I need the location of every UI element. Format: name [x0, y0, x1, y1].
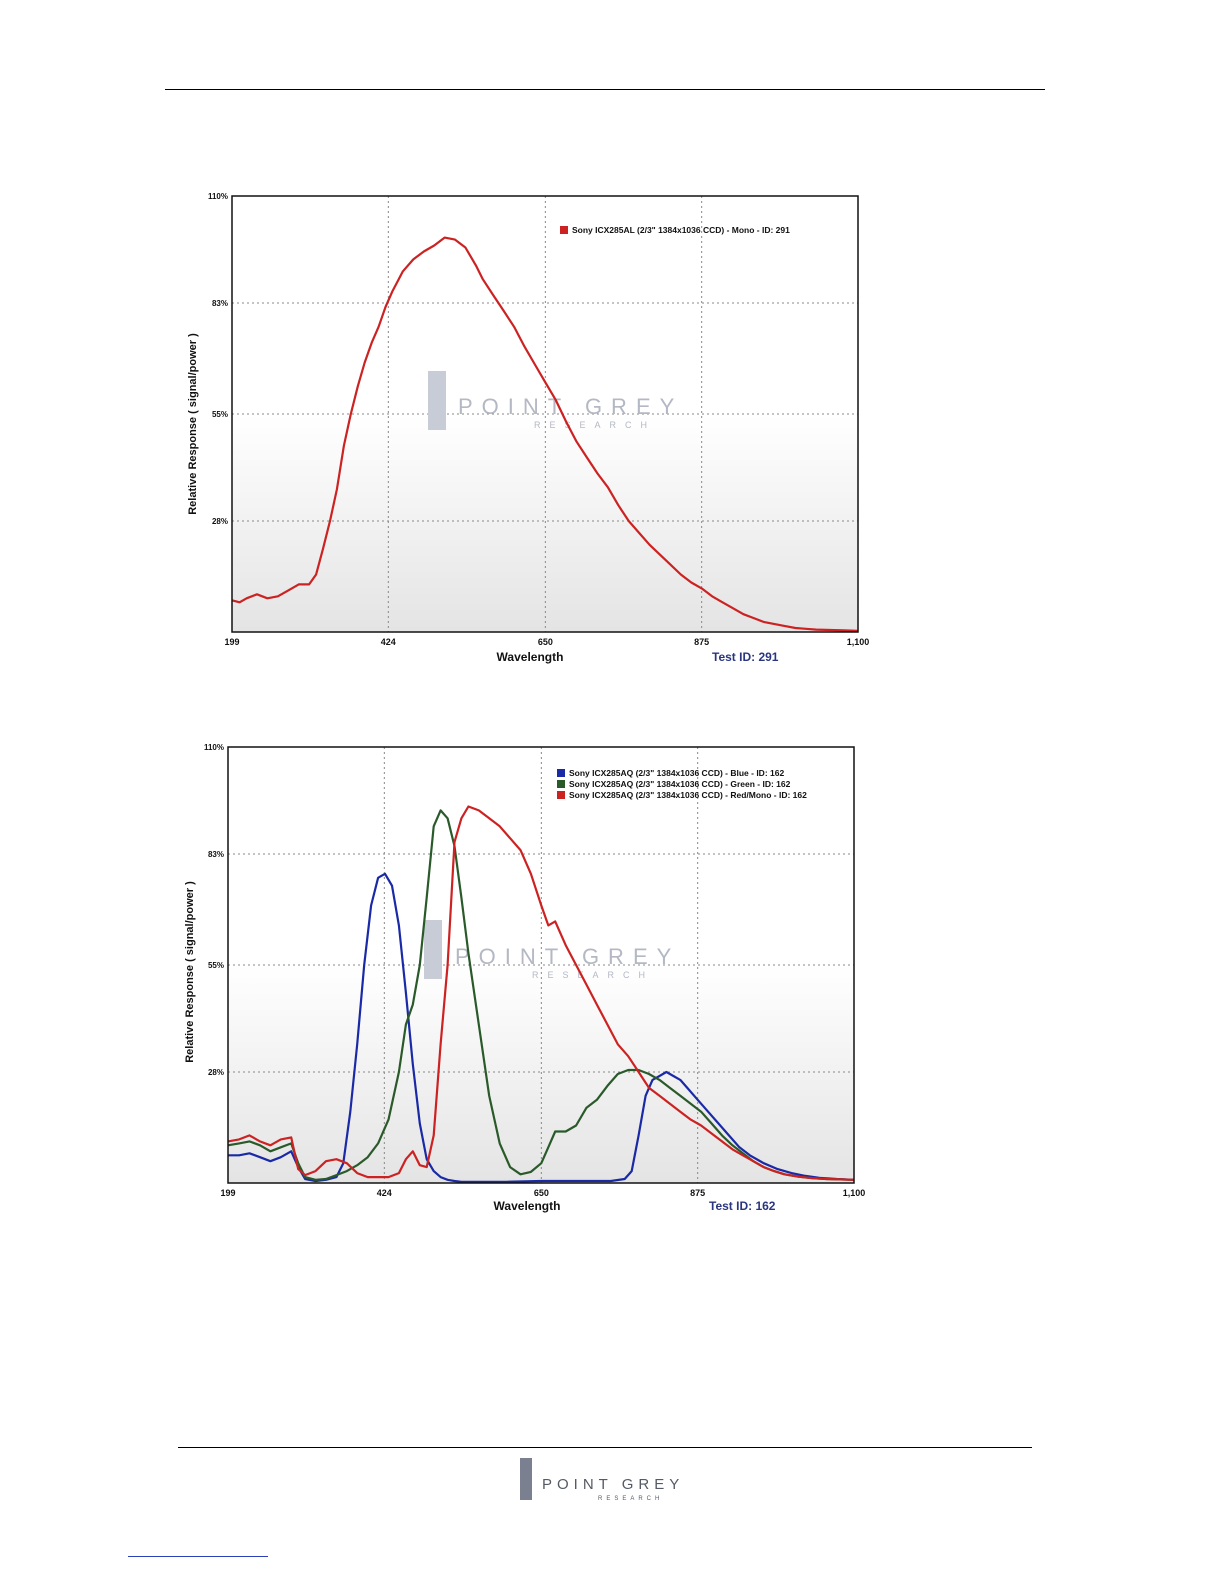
y-tick-label: 83% — [212, 299, 228, 308]
grid — [228, 747, 854, 1183]
y-axis-label: Relative Response ( signal/power ) — [184, 881, 196, 1063]
watermark: POINT GREY RESEARCH — [424, 920, 680, 980]
series-line-0 — [231, 236, 859, 632]
series-line-2 — [227, 805, 855, 1181]
x-axis-label: Wavelength — [494, 1199, 561, 1213]
x-axis-label: Wavelength — [497, 650, 564, 664]
legend-entry: Sony ICX285AQ (2/3" 1384x1036 CCD) - Red… — [569, 790, 807, 800]
y-axis-label: Relative Response ( signal/power ) — [187, 333, 199, 515]
x-tick-label: 650 — [534, 1188, 549, 1198]
x-tick-label: 199 — [220, 1188, 235, 1198]
legend-swatch — [557, 769, 565, 777]
plot-border — [227, 746, 855, 1184]
legend-swatch — [557, 780, 565, 788]
legend-swatch — [557, 791, 565, 799]
footer-link-underline[interactable] — [128, 1556, 268, 1557]
watermark-word1: POINT GREY — [455, 944, 680, 969]
chart-1: POINT GREY RESEARCH 28% 55% 83% 110% 199 424… — [187, 192, 870, 664]
footer-logo-word2: RESEARCH — [598, 1496, 663, 1502]
y-tick-label: 83% — [208, 850, 224, 859]
legend-entry: Sony ICX285AQ (2/3" 1384x1036 CCD) - Blu… — [569, 768, 784, 778]
test-id-label: Test ID: 291 — [712, 650, 779, 664]
watermark-word1: POINT GREY — [458, 394, 683, 419]
watermark-word2: RESEARCH — [532, 970, 654, 980]
x-tick-label: 424 — [377, 1188, 392, 1198]
y-tick-label: 110% — [208, 192, 228, 201]
x-tick-label: 875 — [690, 1188, 705, 1198]
x-tick-label: 199 — [224, 637, 239, 647]
y-tick-label: 28% — [208, 1068, 224, 1077]
x-tick-label: 1,100 — [847, 637, 870, 647]
x-tick-label: 1,100 — [843, 1188, 866, 1198]
legend-entry: Sony ICX285AL (2/3" 1384x1036 CCD) - Mon… — [572, 225, 790, 235]
plot-border — [231, 195, 859, 633]
x-tick-label: 424 — [381, 637, 396, 647]
watermark-logo-icon — [424, 920, 442, 979]
y-tick-label: 28% — [212, 517, 228, 526]
footer-logo-icon — [520, 1458, 532, 1500]
legend-swatch — [560, 226, 568, 234]
y-tick-label: 55% — [212, 410, 228, 419]
x-tick-label: 650 — [538, 637, 553, 647]
legend-entry: Sony ICX285AQ (2/3" 1384x1036 CCD) - Gre… — [569, 779, 791, 789]
grid — [232, 196, 858, 632]
footer-logo: POINT GREY RESEARCH — [520, 1458, 684, 1502]
footer-rule — [178, 1447, 1032, 1448]
footer-logo-word1: POINT GREY — [542, 1476, 684, 1493]
series-line-1 — [227, 809, 855, 1181]
header-rule — [165, 89, 1045, 90]
watermark: POINT GREY RESEARCH — [428, 371, 683, 430]
y-tick-label: 55% — [208, 961, 224, 970]
chart-2: POINT GREY RESEARCH 28% 55% 83% 110% 199 424… — [184, 743, 866, 1213]
x-tick-label: 875 — [694, 637, 709, 647]
test-id-label: Test ID: 162 — [709, 1199, 776, 1213]
watermark-word2: RESEARCH — [534, 420, 656, 430]
watermark-logo-icon — [428, 371, 446, 430]
y-tick-label: 110% — [204, 743, 224, 752]
